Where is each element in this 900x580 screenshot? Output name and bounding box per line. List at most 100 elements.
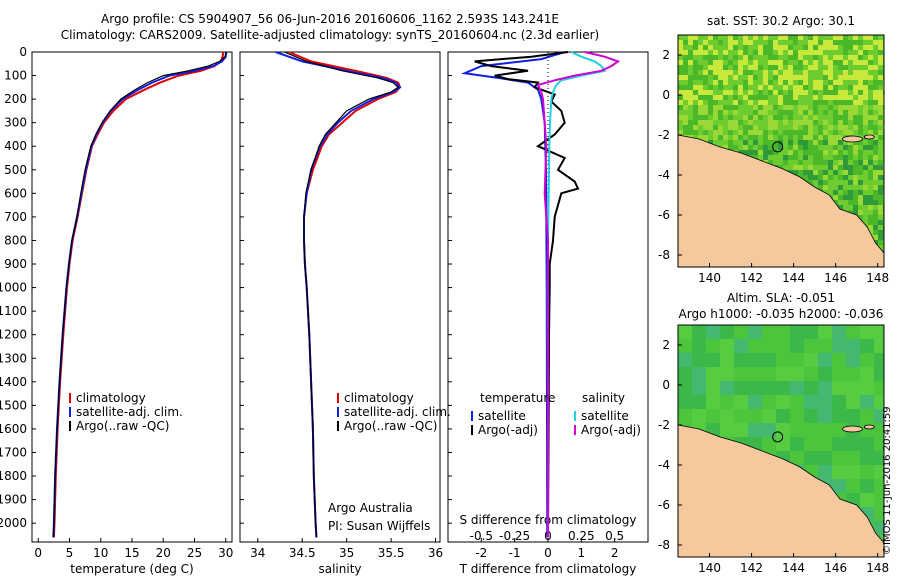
sst-field-cell [813, 75, 818, 80]
sst-field-cell [708, 90, 713, 95]
sst-field-cell [853, 80, 858, 85]
sla-field-cell [706, 381, 720, 395]
salinity-x-tick-label: 35 [339, 546, 354, 560]
sst-field-cell [853, 105, 858, 110]
sst-field-cell [853, 125, 858, 130]
sst-field-cell [833, 85, 838, 90]
sst-field-cell [783, 95, 788, 100]
sst-field-cell [783, 160, 788, 165]
sst-lon-tick-label: 146 [824, 271, 847, 285]
sst-field-cell [818, 105, 823, 110]
sst-field-cell [813, 175, 818, 180]
sst-field-cell [828, 110, 833, 115]
sst-field-cell [768, 85, 773, 90]
sst-field-cell [838, 110, 843, 115]
sst-field-cell [768, 75, 773, 80]
sst-field-cell [788, 55, 793, 60]
sst-field-cell [848, 180, 853, 185]
sst-field-cell [693, 110, 698, 115]
sst-field-cell [778, 55, 783, 60]
sst-field-cell [763, 105, 768, 110]
sst-field-cell [803, 125, 808, 130]
sst-field-cell [708, 135, 713, 140]
sst-field-cell [838, 175, 843, 180]
sst-field-cell [878, 75, 883, 80]
sst-field-cell [728, 100, 733, 105]
sst-field-cell [723, 45, 728, 50]
sst-field-cell [698, 95, 703, 100]
sst-field-cell [873, 165, 878, 170]
sst-field-cell [823, 55, 828, 60]
sst-field-cell [878, 210, 883, 215]
sst-field-cell [693, 55, 698, 60]
sst-field-cell [678, 75, 683, 80]
sst-field-cell [693, 80, 698, 85]
sst-field-cell [813, 160, 818, 165]
sst-field-cell [878, 145, 883, 150]
sst-field-cell [783, 40, 788, 45]
sst-field-cell [798, 85, 803, 90]
sla-field-cell [804, 437, 818, 451]
sst-field-cell [718, 35, 723, 40]
sla-field-cell [818, 325, 832, 339]
sst-field-cell [868, 65, 873, 70]
sst-field-cell [813, 140, 818, 145]
sst-field-cell [743, 105, 748, 110]
sla-field-cell [692, 381, 706, 395]
sst-field-cell [828, 35, 833, 40]
sst-field-cell [763, 80, 768, 85]
sst-field-cell [693, 135, 698, 140]
sst-field-cell [788, 100, 793, 105]
sst-field-cell [863, 130, 868, 135]
sst-field-cell [758, 75, 763, 80]
sst-field-cell [878, 190, 883, 195]
temperature-x-tick-label: 10 [93, 546, 108, 560]
sst-field-cell [818, 45, 823, 50]
sst-field-cell [708, 65, 713, 70]
sla-island [842, 425, 863, 433]
sst-field-cell [793, 160, 798, 165]
sst-field-cell [763, 120, 768, 125]
temperature-legend-label: climatology [76, 391, 146, 405]
sst-field-cell [773, 40, 778, 45]
sst-field-cell [818, 50, 823, 55]
sla-field-cell [720, 423, 734, 437]
sst-field-cell [773, 75, 778, 80]
sla-field-cell [874, 507, 884, 521]
sst-field-cell [678, 60, 683, 65]
sst-field-cell [843, 165, 848, 170]
sla-field-cell [748, 339, 762, 353]
sst-field-cell [778, 125, 783, 130]
sst-field-cell [678, 40, 683, 45]
sst-field-cell [858, 100, 863, 105]
temperature-climatology-line [52, 51, 225, 538]
sla-field-cell [706, 367, 720, 381]
sst-map-title: sat. SST: 30.2 Argo: 30.1 [707, 14, 855, 28]
sst-field-cell [858, 110, 863, 115]
sst-field-cell [678, 120, 683, 125]
depth-tick-label: 1800 [0, 469, 27, 483]
sst-field-cell [768, 40, 773, 45]
temperature-satellite-line [52, 51, 228, 538]
sst-field-cell [768, 45, 773, 50]
sst-field-cell [693, 125, 698, 130]
sst-field-cell [878, 120, 883, 125]
sla-field-cell [678, 409, 692, 423]
sst-field-cell [773, 100, 778, 105]
sst-field-cell [748, 140, 753, 145]
sst-field-cell [738, 60, 743, 65]
sst-field-cell [758, 130, 763, 135]
sst-field-cell [818, 160, 823, 165]
sst-field-cell [858, 70, 863, 75]
sst-field-cell [758, 135, 763, 140]
sst-field-cell [863, 155, 868, 160]
sst-field-cell [803, 95, 808, 100]
sst-field-cell [788, 75, 793, 80]
sst-field-cell [863, 190, 868, 195]
sst-field-cell [758, 155, 763, 160]
sla-field-cell [874, 521, 884, 535]
sst-field-cell [723, 90, 728, 95]
sla-field-cell [804, 325, 818, 339]
sla-field-cell [748, 353, 762, 367]
sst-field-cell [738, 55, 743, 60]
